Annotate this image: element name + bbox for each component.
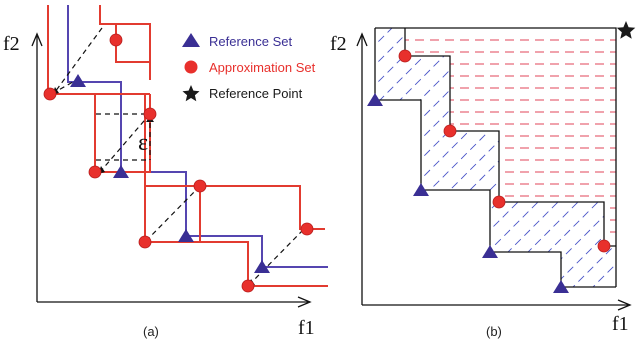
approximation-point bbox=[43, 87, 57, 101]
panel-a-epsilon-label: ε bbox=[138, 130, 148, 156]
approximation-point bbox=[143, 107, 157, 121]
legend-approximation-set-label: Approximation Set bbox=[209, 60, 316, 75]
panel-a-axes bbox=[31, 32, 312, 308]
panel-b-approximation-front bbox=[404, 28, 616, 247]
panel-b-approximation-points bbox=[398, 49, 611, 253]
panel-b-reference-front bbox=[374, 27, 617, 288]
approximation-point bbox=[398, 49, 412, 63]
panel-b-caption: (b) bbox=[486, 324, 502, 339]
panel-b-red-hatch bbox=[405, 39, 616, 233]
panel-b-reference-points bbox=[367, 93, 569, 293]
panel-a-reference-points bbox=[70, 74, 270, 273]
panel-b-axes bbox=[356, 32, 632, 311]
reference-point-marker bbox=[413, 183, 429, 196]
approximation-point bbox=[443, 124, 457, 138]
panel-a-reference-front bbox=[67, 5, 328, 268]
panel-a-epsilon-shifts bbox=[54, 27, 304, 285]
legend-reference-point-label: Reference Point bbox=[209, 86, 303, 101]
legend-triangle-icon bbox=[182, 33, 200, 47]
panel-a: f2 f1 (a) bbox=[3, 5, 328, 339]
reference-point-marker bbox=[70, 74, 86, 87]
reference-point-marker bbox=[254, 260, 270, 273]
approximation-point bbox=[88, 165, 102, 179]
approximation-point bbox=[138, 235, 152, 249]
approximation-point bbox=[109, 33, 123, 47]
approximation-point bbox=[300, 222, 314, 236]
panel-a-approximation-points bbox=[43, 33, 314, 293]
panel-a-x-axis-label: f1 bbox=[298, 317, 315, 339]
approximation-point bbox=[193, 179, 207, 193]
reference-point-marker bbox=[482, 245, 498, 258]
panel-b-x-axis-label: f1 bbox=[612, 313, 629, 335]
reference-point-star-icon bbox=[616, 21, 636, 39]
approximation-point bbox=[241, 279, 255, 293]
reference-point-marker bbox=[553, 280, 569, 293]
panel-b-y-axis-label: f2 bbox=[330, 33, 347, 55]
panel-b: f2 f1 (b) bbox=[330, 21, 636, 339]
approximation-point bbox=[492, 195, 506, 209]
panel-a-y-axis-label: f2 bbox=[3, 33, 20, 55]
legend-star-icon bbox=[182, 85, 200, 102]
panel-a-legend: Reference Set Approximation Set Referenc… bbox=[182, 33, 316, 102]
reference-point-marker bbox=[178, 229, 194, 242]
panel-a-caption: (a) bbox=[143, 324, 159, 339]
legend-circle-icon bbox=[184, 60, 198, 74]
approximation-point bbox=[597, 239, 611, 253]
reference-point-marker bbox=[113, 165, 129, 178]
reference-point-marker bbox=[367, 93, 383, 106]
legend-reference-set-label: Reference Set bbox=[209, 34, 292, 49]
